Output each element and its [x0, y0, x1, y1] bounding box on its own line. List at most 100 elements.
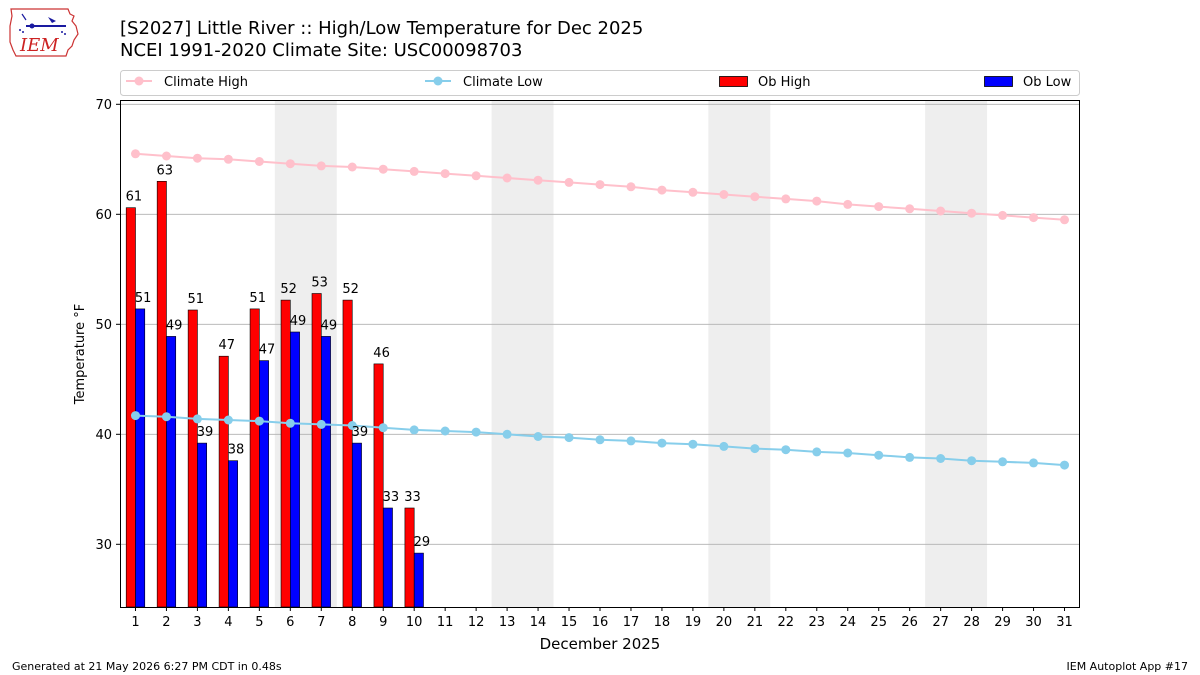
ob-low-label: 38	[228, 443, 245, 458]
x-tick-label: 23	[809, 615, 826, 630]
climate-low-point	[564, 433, 574, 443]
ob-high-label: 63	[157, 163, 174, 178]
climate-low-point	[161, 412, 171, 422]
iem-logo: IEM	[8, 6, 80, 62]
weekend-band	[708, 101, 771, 607]
legend-entry-ob-high: Ob High	[719, 75, 811, 90]
climate-low-point	[657, 438, 667, 448]
climate-high-point	[688, 187, 698, 197]
ob-high-label: 51	[188, 292, 205, 307]
x-tick-label: 6	[286, 615, 294, 630]
climate-high-point	[936, 206, 946, 216]
x-tick-label: 22	[778, 615, 795, 630]
ob-high-label: 53	[311, 276, 328, 291]
legend-entry-ob-low: Ob Low	[984, 75, 1072, 90]
legend-label-climate-low: Climate Low	[463, 75, 543, 90]
climate-high-point	[657, 185, 667, 195]
x-tick-label: 7	[317, 615, 325, 630]
climate-low-point	[409, 425, 419, 435]
ob-high-label: 47	[218, 338, 235, 353]
climate-low-point	[967, 456, 977, 466]
climate-high-point	[874, 202, 884, 212]
climate-high-point	[719, 190, 729, 199]
climate-high-point	[161, 151, 171, 161]
ob-low-label: 51	[135, 291, 152, 306]
ob-high-label: 52	[280, 282, 297, 297]
climate-low-point	[781, 445, 791, 455]
ob-high-label: 51	[249, 291, 266, 306]
climate-high-point	[812, 196, 822, 206]
x-tick-label: 13	[499, 615, 516, 630]
y-axis: 30 40 50 60 70	[95, 98, 120, 553]
x-tick-label: 9	[379, 615, 387, 630]
legend-label-ob-low: Ob Low	[1023, 75, 1072, 90]
climate-low-point	[347, 421, 357, 430]
climate-lines	[130, 149, 1070, 470]
climate-low-point	[843, 448, 853, 458]
x-tick-label: 19	[685, 615, 702, 630]
x-tick-label: 29	[994, 615, 1011, 630]
x-axis: 1 2 3 4 5 6 7 8 9 10 11 12 13 14 15 16 17 18 19 20 21 22 23 24 2…	[131, 607, 1073, 630]
ob-low-bar	[413, 552, 424, 608]
y-tick-label: 50	[95, 318, 112, 333]
ob-low-label: 33	[383, 490, 400, 505]
climate-high-point	[998, 210, 1008, 220]
climate-high-point	[130, 149, 140, 159]
climate-low-point	[719, 441, 729, 451]
climate-low-point	[936, 454, 946, 463]
x-tick-label: 15	[561, 615, 578, 630]
climate-low-point	[998, 457, 1008, 467]
x-tick-label: 20	[716, 615, 733, 630]
legend-marker-climate-high	[134, 76, 144, 86]
ob-low-bar	[290, 331, 300, 608]
ob-high-bar	[280, 299, 291, 608]
chart-title: [S2027] Little River :: High/Low Tempera…	[120, 18, 644, 39]
climate-high-point	[905, 204, 915, 214]
y-axis-label: Temperature °F	[73, 304, 88, 405]
climate-low-point	[316, 419, 326, 429]
x-tick-label: 17	[623, 615, 640, 630]
climate-low-point	[502, 429, 512, 439]
climate-low-point	[223, 415, 233, 425]
climate-low-point	[378, 423, 388, 433]
footer-generated: Generated at 21 May 2026 6:27 PM CDT in …	[12, 660, 282, 673]
ob-high-bar	[125, 207, 136, 608]
climate-high-point	[1060, 215, 1070, 225]
ob-high-bar	[404, 507, 415, 608]
ob-low-label: 47	[259, 343, 276, 358]
ob-low-bar	[228, 460, 238, 608]
y-tick-label: 40	[95, 428, 112, 443]
climate-high-point	[502, 173, 512, 183]
climate-high-point	[409, 166, 419, 176]
climate-high-point	[223, 154, 233, 164]
climate-low-point	[192, 414, 202, 424]
y-tick-label: 70	[95, 98, 112, 113]
ob-low-label: 49	[321, 318, 338, 333]
legend-swatch-ob-high	[719, 76, 748, 87]
ob-low-bar	[197, 442, 208, 608]
climate-high-point	[750, 192, 760, 202]
ob-low-label: 49	[166, 318, 183, 333]
x-tick-label: 10	[406, 615, 423, 630]
x-tick-label: 28	[963, 615, 980, 630]
ob-high-bar	[373, 363, 384, 608]
ob-high-bar	[218, 355, 229, 608]
x-tick-label: 2	[162, 615, 170, 630]
climate-low-point	[874, 450, 884, 460]
climate-low-point	[626, 436, 636, 446]
ob-low-bar	[166, 336, 177, 608]
climate-high-point	[564, 177, 574, 187]
ob-high-bar	[187, 309, 198, 608]
ob-low-bar	[135, 308, 146, 608]
x-tick-label: 27	[932, 615, 949, 630]
ob-low-bar	[351, 442, 362, 608]
legend-marker-climate-low	[433, 76, 443, 86]
climate-low-point	[905, 452, 915, 462]
ob-high-label: 46	[373, 346, 390, 361]
climate-high-point	[192, 153, 202, 163]
climate-low-point	[750, 444, 760, 454]
climate-high-point	[843, 199, 853, 209]
climate-low-point	[595, 435, 605, 445]
x-tick-label: 3	[193, 615, 201, 630]
